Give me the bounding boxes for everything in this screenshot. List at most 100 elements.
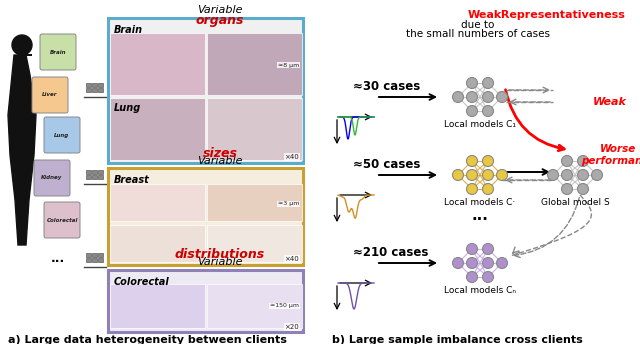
Circle shape — [467, 106, 477, 117]
Circle shape — [483, 106, 493, 117]
Circle shape — [577, 155, 589, 166]
Text: Lung: Lung — [114, 103, 141, 113]
Circle shape — [467, 244, 477, 255]
Circle shape — [591, 170, 602, 181]
Bar — [92, 253, 97, 257]
Circle shape — [483, 258, 493, 269]
Text: Weak: Weak — [593, 97, 627, 107]
Text: Brain: Brain — [114, 25, 143, 35]
Bar — [207, 98, 302, 160]
Circle shape — [483, 77, 493, 88]
Bar — [92, 170, 97, 174]
Bar — [108, 168, 303, 265]
Text: Variable: Variable — [197, 156, 243, 166]
Circle shape — [467, 258, 477, 269]
Circle shape — [483, 92, 493, 103]
Text: distributions: distributions — [175, 248, 265, 261]
Text: Liver: Liver — [42, 93, 58, 97]
Bar — [110, 184, 205, 221]
Bar — [86, 170, 91, 174]
FancyBboxPatch shape — [32, 77, 68, 113]
Circle shape — [547, 170, 559, 181]
Bar — [110, 284, 205, 328]
Text: a) Large data heterogeneity between clients: a) Large data heterogeneity between clie… — [8, 335, 287, 344]
Text: ×40: ×40 — [284, 154, 299, 160]
FancyBboxPatch shape — [44, 117, 80, 153]
Circle shape — [483, 244, 493, 255]
Text: Kidney: Kidney — [42, 175, 63, 181]
Circle shape — [497, 258, 508, 269]
Circle shape — [577, 170, 589, 181]
Text: Local models C·: Local models C· — [444, 198, 516, 207]
Text: ≈150 μm: ≈150 μm — [270, 303, 299, 309]
Circle shape — [497, 170, 508, 181]
Bar — [98, 88, 103, 92]
Text: Brain: Brain — [50, 50, 67, 54]
Text: Variable: Variable — [197, 257, 243, 267]
Bar — [98, 258, 103, 262]
Text: ...: ... — [51, 251, 65, 265]
Text: Global model S: Global model S — [541, 198, 609, 207]
Text: ≈210 cases: ≈210 cases — [353, 246, 428, 259]
FancyBboxPatch shape — [40, 34, 76, 70]
Circle shape — [467, 155, 477, 166]
Circle shape — [452, 92, 463, 103]
Bar — [92, 83, 97, 87]
Text: Variable: Variable — [197, 5, 243, 15]
Text: ≈50 cases: ≈50 cases — [353, 158, 420, 171]
Text: Local models Cₙ: Local models Cₙ — [444, 286, 516, 295]
Bar — [98, 175, 103, 179]
Text: Representativeness: Representativeness — [497, 10, 625, 20]
Text: Local models C₁: Local models C₁ — [444, 120, 516, 129]
Polygon shape — [8, 55, 36, 245]
Bar — [92, 175, 97, 179]
Bar — [110, 98, 205, 160]
Text: organs: organs — [196, 14, 244, 27]
Bar — [86, 83, 91, 87]
Text: Colorectal: Colorectal — [114, 277, 170, 287]
Circle shape — [467, 92, 477, 103]
Text: ×40: ×40 — [284, 256, 299, 262]
Bar — [207, 284, 302, 328]
Text: ≈30 cases: ≈30 cases — [353, 80, 420, 93]
Text: Lung: Lung — [54, 132, 70, 138]
Bar — [98, 170, 103, 174]
Circle shape — [561, 183, 573, 194]
Circle shape — [483, 183, 493, 194]
Circle shape — [467, 77, 477, 88]
FancyBboxPatch shape — [34, 160, 70, 196]
Bar — [207, 184, 302, 221]
Text: Worse
performance: Worse performance — [580, 144, 640, 166]
Bar — [207, 225, 302, 262]
Text: due to: due to — [461, 20, 495, 30]
Bar — [110, 33, 205, 95]
Text: ≈3 μm: ≈3 μm — [278, 202, 299, 206]
FancyBboxPatch shape — [44, 202, 80, 238]
Bar — [108, 18, 303, 163]
Text: the small numbers of cases: the small numbers of cases — [406, 29, 550, 39]
Bar — [86, 253, 91, 257]
Text: sizes: sizes — [202, 147, 237, 160]
Circle shape — [577, 183, 589, 194]
Bar — [110, 225, 205, 262]
Bar — [86, 258, 91, 262]
Text: b) Large sample imbalance cross clients: b) Large sample imbalance cross clients — [332, 335, 583, 344]
Circle shape — [467, 170, 477, 181]
Bar — [98, 253, 103, 257]
Text: Weak: Weak — [468, 10, 502, 20]
Text: ≈8 μm: ≈8 μm — [278, 63, 299, 67]
Circle shape — [12, 35, 32, 55]
Text: Colorectal: Colorectal — [46, 217, 77, 223]
Circle shape — [497, 92, 508, 103]
Bar — [98, 83, 103, 87]
Circle shape — [452, 258, 463, 269]
Circle shape — [467, 183, 477, 194]
Circle shape — [561, 170, 573, 181]
Bar — [108, 270, 303, 332]
Bar — [207, 33, 302, 95]
Circle shape — [467, 271, 477, 282]
Bar — [86, 175, 91, 179]
Text: Breast: Breast — [114, 175, 150, 185]
Bar — [86, 88, 91, 92]
Circle shape — [561, 155, 573, 166]
